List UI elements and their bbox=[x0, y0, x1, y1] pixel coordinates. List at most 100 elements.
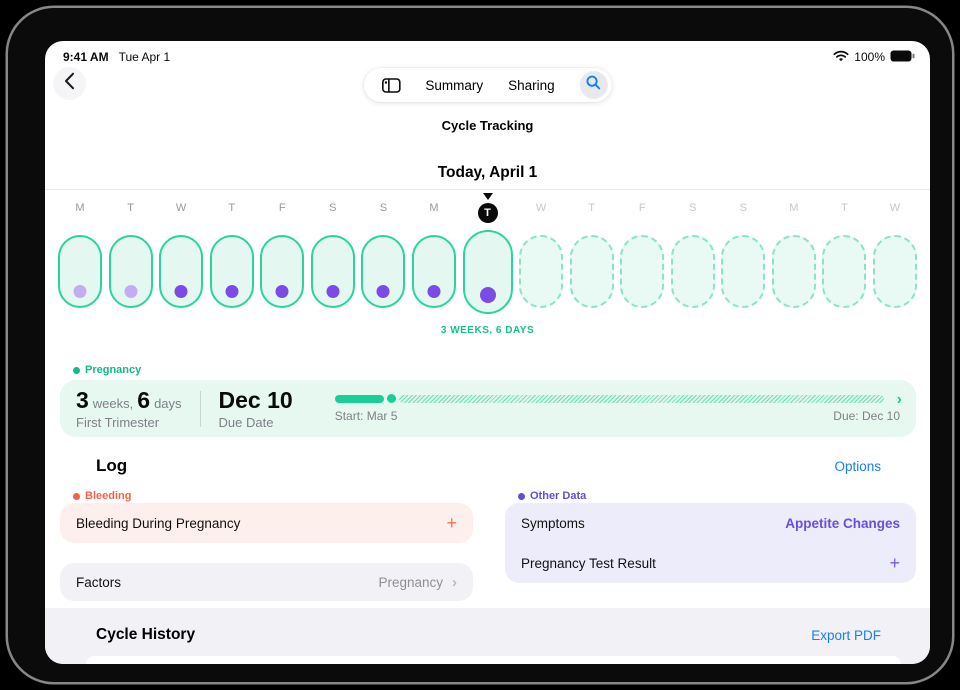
progress-due-label: Due: Dec 10 bbox=[833, 409, 900, 423]
day-oval bbox=[670, 235, 715, 308]
ipad-frame: 9:41 AM Tue Apr 1 100% bbox=[8, 8, 952, 682]
factors-card[interactable]: Factors Pregnancy › bbox=[60, 563, 473, 601]
day-oval bbox=[462, 230, 513, 314]
timeline-day[interactable]: T bbox=[819, 186, 869, 314]
day-letter: M bbox=[789, 202, 799, 214]
pregnancy-day-dot bbox=[73, 285, 87, 298]
battery-percent: 100% bbox=[854, 50, 885, 64]
day-oval bbox=[209, 235, 254, 308]
timeline-day[interactable]: F bbox=[257, 186, 307, 314]
pregnancy-day-dot bbox=[225, 285, 239, 298]
day-letter: W bbox=[175, 202, 187, 214]
timeline-day[interactable]: M bbox=[769, 186, 819, 314]
day-letter: M bbox=[429, 202, 439, 214]
timeline-day[interactable]: M bbox=[409, 186, 459, 314]
due-date-stat: Dec 10 Due Date bbox=[219, 387, 293, 430]
timeline-day[interactable]: S bbox=[718, 186, 768, 314]
day-letter: S bbox=[739, 202, 747, 214]
add-bleeding-icon[interactable]: + bbox=[446, 512, 457, 533]
trimester-label: First Trimester bbox=[76, 415, 160, 430]
timeline-day[interactable]: S bbox=[308, 186, 358, 314]
day-letter: T bbox=[228, 202, 236, 214]
bleeding-log-card[interactable]: Bleeding During Pregnancy + bbox=[60, 503, 473, 543]
day-letter: W bbox=[889, 202, 901, 214]
cycle-history-heading: Cycle History bbox=[96, 626, 196, 643]
day-letter: F bbox=[638, 202, 646, 214]
pregnancy-day-dot bbox=[124, 285, 138, 298]
add-pregnancy-test-icon[interactable]: + bbox=[889, 552, 900, 573]
day-oval bbox=[260, 235, 305, 308]
day-oval bbox=[159, 235, 204, 308]
pregnancy-day-dot bbox=[479, 287, 496, 303]
pregnancy-summary-card[interactable]: 3 weeks, 6 days First Trimester Dec 10 D… bbox=[60, 380, 916, 437]
date-heading: Today, April 1 bbox=[437, 164, 538, 181]
progress-marker-icon bbox=[387, 394, 397, 403]
pregnancy-test-row[interactable]: Pregnancy Test Result + bbox=[521, 543, 900, 583]
chevron-right-icon: › bbox=[452, 573, 457, 591]
tab-sharing[interactable]: Sharing bbox=[508, 77, 555, 93]
day-letter: T bbox=[127, 202, 134, 214]
timeline-day[interactable]: T bbox=[207, 186, 257, 314]
purple-dot-icon bbox=[518, 492, 525, 500]
factors-label: Factors bbox=[76, 574, 122, 590]
day-oval bbox=[822, 235, 867, 308]
status-time: 9:41 AM bbox=[63, 50, 109, 64]
day-oval bbox=[771, 235, 816, 308]
timeline-day[interactable]: T bbox=[106, 186, 156, 314]
cycle-history-section: Cycle History Export PDF bbox=[45, 608, 930, 664]
tab-summary[interactable]: Summary bbox=[425, 77, 484, 93]
timeline-day[interactable]: W bbox=[870, 186, 920, 314]
bleeding-item-label: Bleeding During Pregnancy bbox=[76, 515, 241, 531]
search-icon bbox=[586, 75, 601, 95]
options-link[interactable]: Options bbox=[834, 458, 881, 474]
timeline-day[interactable]: S bbox=[668, 186, 718, 314]
gestation-caption: 3 WEEKS, 6 DAYS bbox=[440, 325, 535, 336]
other-data-section-label: Other Data bbox=[518, 490, 586, 502]
cycle-history-card bbox=[86, 656, 901, 664]
day-letter: S bbox=[379, 202, 388, 214]
day-letter: W bbox=[535, 202, 547, 214]
pregnancy-progress: › Start: Mar 5 Due: Dec 10 bbox=[334, 391, 902, 423]
timeline-day[interactable]: T bbox=[567, 186, 617, 314]
search-button[interactable] bbox=[579, 71, 608, 99]
timeline-day[interactable]: M bbox=[55, 186, 105, 314]
pregnancy-day-dot bbox=[174, 285, 188, 298]
day-letter: S bbox=[329, 202, 337, 214]
day-letter: M bbox=[75, 202, 85, 214]
log-header-row: Log Options bbox=[96, 456, 881, 476]
timeline-day[interactable]: F bbox=[617, 186, 667, 314]
divider bbox=[199, 390, 201, 427]
separator bbox=[45, 189, 930, 190]
log-heading: Log bbox=[96, 456, 128, 475]
status-date: Tue Apr 1 bbox=[118, 50, 171, 64]
battery-icon bbox=[890, 50, 915, 65]
timeline-day[interactable]: T bbox=[460, 186, 516, 314]
back-button[interactable] bbox=[53, 67, 86, 100]
days-value: 6 bbox=[137, 387, 151, 413]
progress-remaining-track bbox=[399, 394, 884, 403]
export-pdf-link[interactable]: Export PDF bbox=[811, 627, 881, 643]
day-oval bbox=[873, 235, 917, 308]
symptoms-label: Symptoms bbox=[521, 515, 585, 531]
factors-value: Pregnancy bbox=[378, 574, 443, 590]
day-oval bbox=[721, 235, 766, 308]
pregnancy-test-label: Pregnancy Test Result bbox=[521, 555, 656, 571]
bleeding-section-label: Bleeding bbox=[73, 490, 131, 502]
sidebar-toggle-icon[interactable] bbox=[381, 77, 401, 93]
timeline-day[interactable]: W bbox=[516, 186, 566, 314]
timeline-day[interactable]: W bbox=[156, 186, 206, 314]
day-letter: S bbox=[689, 202, 697, 214]
symptoms-value: Appetite Changes bbox=[785, 515, 900, 531]
progress-elapsed-bar bbox=[334, 394, 385, 403]
weeks-unit: weeks, bbox=[92, 396, 134, 411]
day-letter: T bbox=[588, 202, 595, 214]
day-oval bbox=[411, 235, 456, 308]
day-oval bbox=[58, 235, 102, 308]
teal-dot-icon bbox=[73, 366, 80, 374]
symptoms-row[interactable]: Symptoms Appetite Changes bbox=[521, 503, 900, 543]
today-badge: T bbox=[477, 203, 498, 223]
day-oval bbox=[310, 235, 355, 308]
timeline-day[interactable]: S bbox=[358, 186, 408, 314]
weeks-value: 3 bbox=[76, 387, 89, 413]
